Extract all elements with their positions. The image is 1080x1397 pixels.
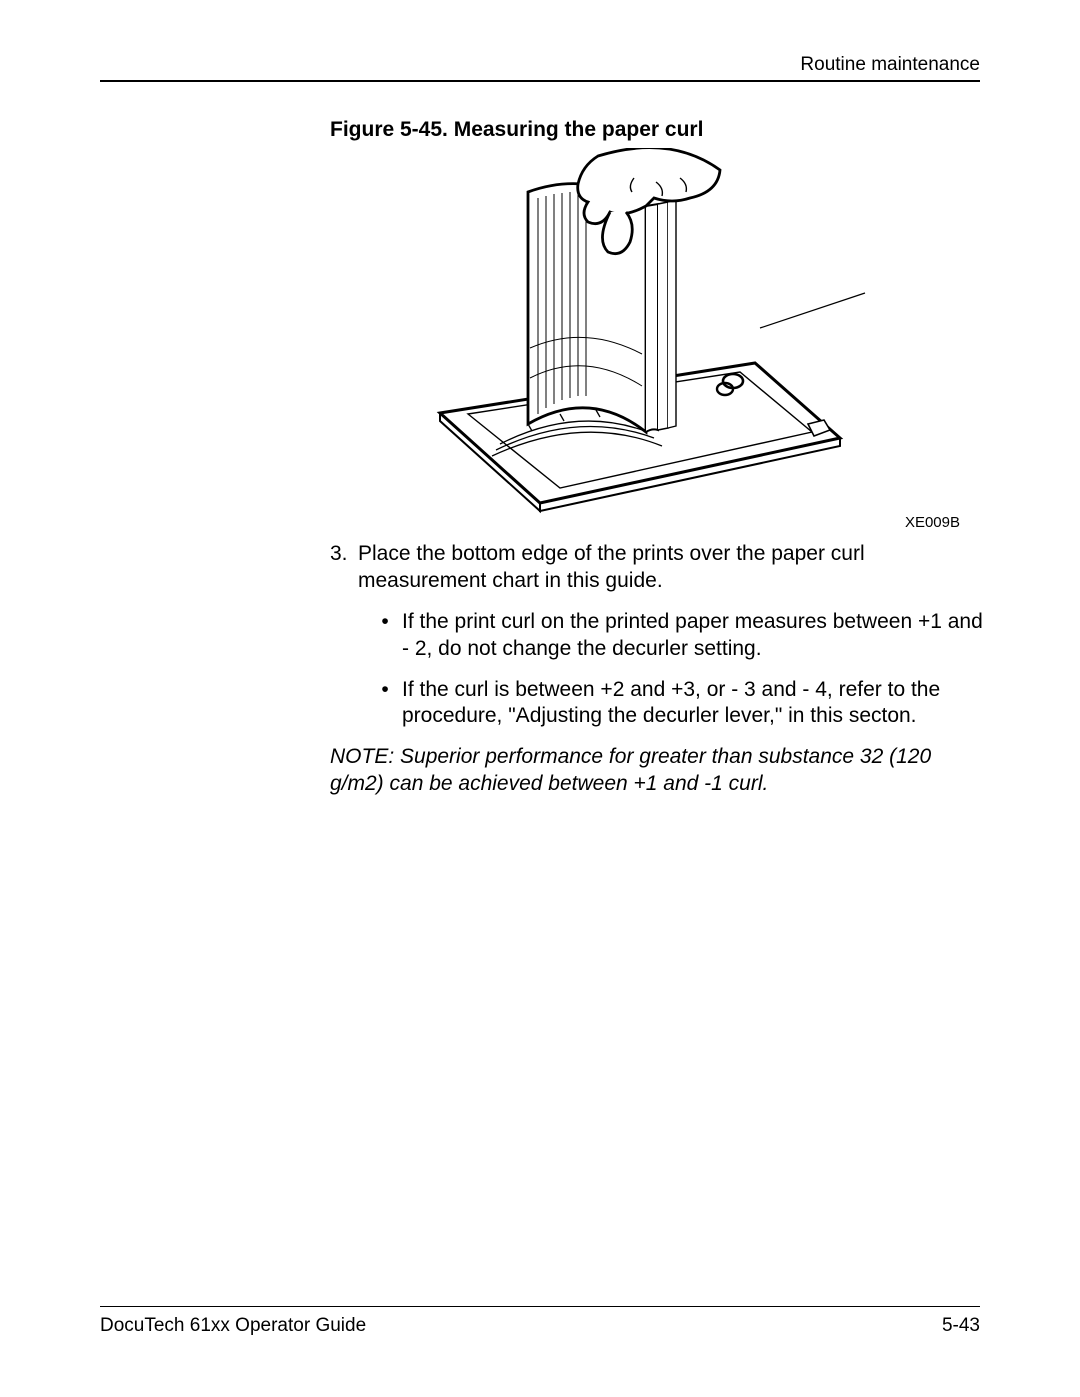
figure-caption: Figure 5-45. Measuring the paper curl bbox=[330, 118, 990, 142]
page-header: Routine maintenance bbox=[100, 54, 980, 82]
page: Routine maintenance Figure 5-45. Measuri… bbox=[0, 0, 1080, 1397]
bullet-text: If the print curl on the printed paper m… bbox=[402, 609, 990, 663]
step-number: 3. bbox=[330, 541, 358, 595]
list-item: • If the print curl on the printed paper… bbox=[368, 609, 990, 663]
footer-right: 5-43 bbox=[942, 1315, 980, 1337]
main-content: Figure 5-45. Measuring the paper curl bbox=[330, 118, 990, 798]
footer-left: DocuTech 61xx Operator Guide bbox=[100, 1315, 366, 1337]
list-item: • If the curl is between +2 and +3, or -… bbox=[368, 677, 990, 731]
bullet-dot: • bbox=[368, 609, 402, 663]
step-3: 3. Place the bottom edge of the prints o… bbox=[330, 541, 990, 595]
step-text: Place the bottom edge of the prints over… bbox=[358, 541, 990, 595]
bullet-dot: • bbox=[368, 677, 402, 731]
bullet-text: If the curl is between +2 and +3, or - 3… bbox=[402, 677, 990, 731]
figure-illustration bbox=[410, 148, 870, 518]
bullet-list: • If the print curl on the printed paper… bbox=[368, 609, 990, 731]
header-section: Routine maintenance bbox=[800, 54, 980, 76]
page-footer: DocuTech 61xx Operator Guide 5-43 bbox=[100, 1306, 980, 1337]
paper-curl-illustration bbox=[410, 148, 870, 518]
note-text: NOTE: Superior performance for greater t… bbox=[330, 744, 990, 798]
